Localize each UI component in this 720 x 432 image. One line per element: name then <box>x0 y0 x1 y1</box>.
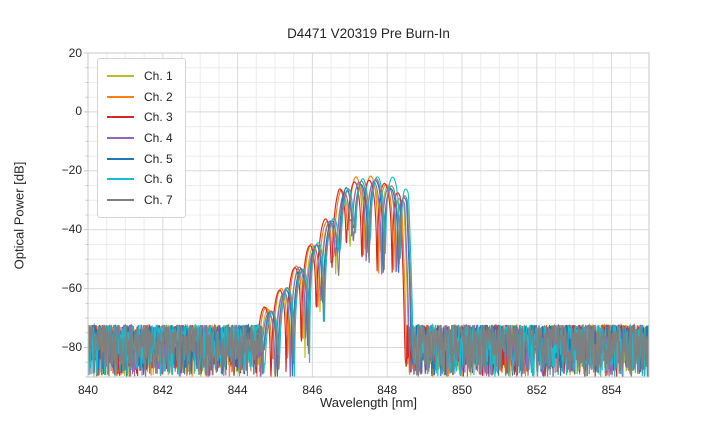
trace-ch-7 <box>88 178 649 377</box>
legend-label: Ch. 1 <box>144 69 173 84</box>
x-tick-label: 852 <box>526 383 547 397</box>
legend-item: Ch. 3 <box>107 107 173 128</box>
legend-line-swatch <box>107 95 134 98</box>
legend-line-swatch <box>107 157 134 160</box>
legend-line-swatch <box>107 75 134 78</box>
trace-group <box>88 175 649 377</box>
y-tick-label: −80 <box>61 340 82 355</box>
legend-label: Ch. 7 <box>144 192 173 207</box>
legend-line-swatch <box>107 198 134 201</box>
chart-title: D4471 V20319 Pre Burn-In <box>287 26 450 41</box>
legend-item: Ch. 5 <box>107 148 173 169</box>
y-tick-label: −20 <box>61 163 82 178</box>
legend-label: Ch. 4 <box>144 131 173 146</box>
x-tick-label: 850 <box>451 383 473 397</box>
legend-line-swatch <box>107 137 134 140</box>
x-tick-label: 848 <box>377 383 398 397</box>
legend-item: Ch. 4 <box>107 128 173 149</box>
legend-line-swatch <box>107 116 134 119</box>
legend-line-swatch <box>107 178 134 181</box>
y-tick-label: 0 <box>75 104 82 119</box>
legend: Ch. 1 Ch. 2 Ch. 3 Ch. 4 Ch. 5 Ch. 6 Ch. 7 <box>97 58 186 219</box>
legend-item: Ch. 1 <box>107 66 173 87</box>
y-tick-label: −60 <box>61 281 82 296</box>
legend-label: Ch. 5 <box>144 151 173 166</box>
y-tick-label: 20 <box>68 45 82 60</box>
axes-frame <box>87 52 650 378</box>
legend-item: Ch. 2 <box>107 87 173 108</box>
x-tick-label: 854 <box>601 383 622 397</box>
y-tick-label: −40 <box>61 222 82 237</box>
x-tick-label: 842 <box>152 383 173 397</box>
legend-item: Ch. 7 <box>107 190 173 211</box>
x-tick-label: 844 <box>227 383 248 397</box>
x-axis-label: Wavelength [nm] <box>319 395 418 410</box>
legend-label: Ch. 6 <box>144 172 173 187</box>
legend-item: Ch. 6 <box>107 169 173 190</box>
x-tick-label: 846 <box>302 383 323 397</box>
y-axis-label: Optical Power [dB] <box>11 161 27 270</box>
legend-label: Ch. 2 <box>144 89 173 104</box>
x-tick-label: 840 <box>77 383 99 397</box>
legend-label: Ch. 3 <box>144 110 173 125</box>
